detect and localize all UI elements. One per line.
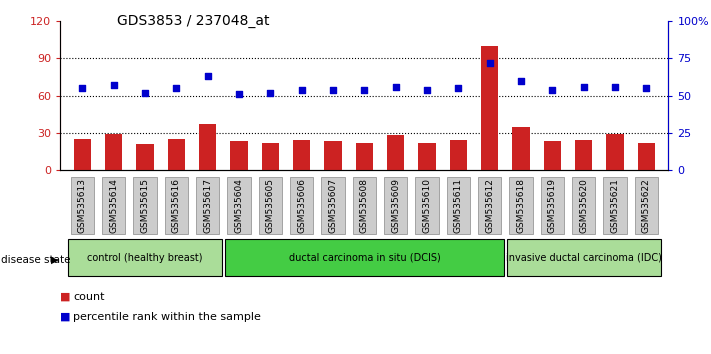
Bar (105, 134, 122, 170)
Point (202, 73, 213, 79)
Point (77, 85, 88, 91)
Point (359, 87, 370, 92)
Point (296, 87, 307, 92)
Text: ▶: ▶ (51, 255, 59, 265)
Text: GSM535611: GSM535611 (454, 178, 463, 233)
Bar (324, 141, 342, 170)
FancyBboxPatch shape (228, 177, 251, 234)
Bar (199, 124, 216, 170)
Bar (387, 135, 405, 170)
Bar (638, 143, 655, 170)
FancyBboxPatch shape (259, 177, 282, 234)
Point (139, 90, 151, 96)
Text: percentile rank within the sample: percentile rank within the sample (73, 312, 261, 321)
Point (578, 84, 589, 90)
Point (171, 85, 182, 91)
FancyBboxPatch shape (196, 177, 220, 234)
Text: GSM535621: GSM535621 (611, 178, 619, 233)
Point (264, 90, 276, 96)
Text: GSM535604: GSM535604 (235, 178, 244, 233)
Point (390, 84, 402, 90)
FancyBboxPatch shape (70, 177, 94, 234)
Bar (481, 46, 498, 170)
Bar (74, 139, 91, 170)
FancyBboxPatch shape (447, 177, 470, 234)
Bar (513, 127, 530, 170)
Point (484, 60, 496, 66)
FancyBboxPatch shape (384, 177, 407, 234)
Bar (356, 143, 373, 170)
Text: ■: ■ (60, 312, 71, 321)
Text: GSM535608: GSM535608 (360, 178, 369, 233)
Point (609, 84, 621, 90)
FancyBboxPatch shape (507, 239, 661, 276)
Bar (544, 141, 561, 170)
Bar (137, 144, 154, 170)
Point (453, 85, 464, 91)
FancyBboxPatch shape (415, 177, 439, 234)
FancyBboxPatch shape (225, 239, 504, 276)
Text: count: count (73, 292, 105, 302)
Text: GSM535618: GSM535618 (517, 178, 525, 233)
Point (108, 82, 119, 88)
FancyBboxPatch shape (102, 177, 125, 234)
FancyBboxPatch shape (321, 177, 345, 234)
FancyBboxPatch shape (165, 177, 188, 234)
Bar (419, 143, 436, 170)
FancyBboxPatch shape (635, 177, 658, 234)
Text: disease state: disease state (1, 255, 71, 265)
Point (547, 87, 558, 92)
Text: GSM535609: GSM535609 (391, 178, 400, 233)
Text: GSM535619: GSM535619 (548, 178, 557, 233)
Text: GDS3853 / 237048_at: GDS3853 / 237048_at (117, 14, 269, 28)
FancyBboxPatch shape (572, 177, 596, 234)
Text: ■: ■ (60, 292, 71, 302)
FancyBboxPatch shape (478, 177, 501, 234)
FancyBboxPatch shape (604, 177, 627, 234)
Text: GSM535617: GSM535617 (203, 178, 212, 233)
Bar (262, 143, 279, 170)
Text: GSM535620: GSM535620 (579, 178, 588, 233)
Text: GSM535610: GSM535610 (422, 178, 432, 233)
Text: GSM535606: GSM535606 (297, 178, 306, 233)
Text: control (healthy breast): control (healthy breast) (87, 252, 203, 263)
Bar (293, 140, 310, 170)
FancyBboxPatch shape (509, 177, 533, 234)
Text: GSM535616: GSM535616 (172, 178, 181, 233)
Bar (168, 139, 185, 170)
Bar (606, 134, 624, 170)
Point (327, 87, 338, 92)
Text: GSM535613: GSM535613 (78, 178, 87, 233)
Text: GSM535622: GSM535622 (642, 178, 651, 233)
FancyBboxPatch shape (133, 177, 157, 234)
Text: invasive ductal carcinoma (IDC): invasive ductal carcinoma (IDC) (506, 252, 662, 263)
Point (233, 91, 245, 97)
Bar (450, 140, 467, 170)
Bar (575, 140, 592, 170)
Point (515, 78, 527, 84)
FancyBboxPatch shape (68, 239, 222, 276)
Text: GSM535607: GSM535607 (328, 178, 338, 233)
Text: GSM535614: GSM535614 (109, 178, 118, 233)
Text: GSM535615: GSM535615 (141, 178, 149, 233)
Text: GSM535612: GSM535612 (485, 178, 494, 233)
FancyBboxPatch shape (290, 177, 314, 234)
FancyBboxPatch shape (540, 177, 564, 234)
Point (641, 85, 652, 91)
Text: GSM535605: GSM535605 (266, 178, 275, 233)
Point (422, 87, 433, 92)
Bar (230, 141, 247, 170)
Text: ductal carcinoma in situ (DCIS): ductal carcinoma in situ (DCIS) (289, 252, 440, 263)
FancyBboxPatch shape (353, 177, 376, 234)
